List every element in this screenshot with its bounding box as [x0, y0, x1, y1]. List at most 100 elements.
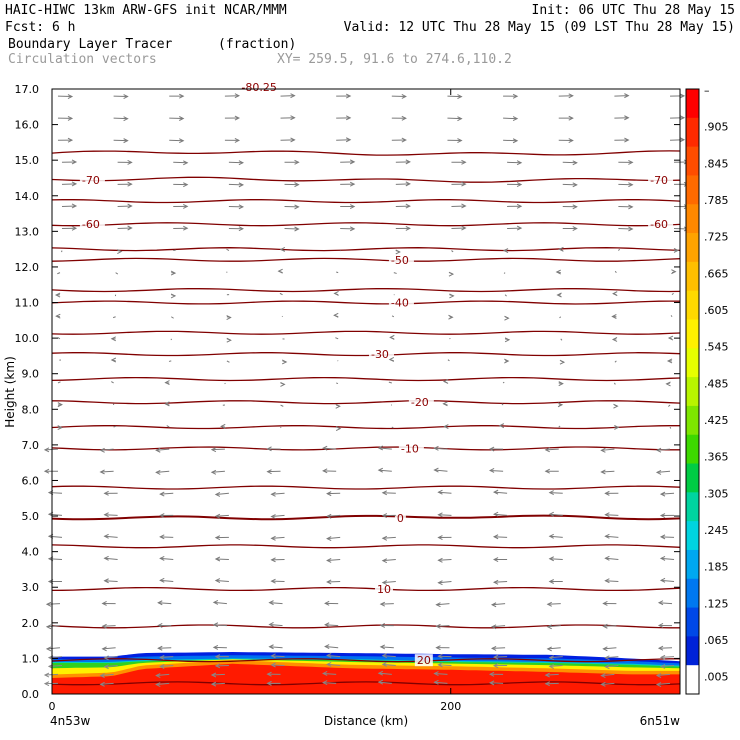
circulation-vector-head — [435, 623, 441, 629]
circulation-vector — [104, 580, 118, 583]
circulation-vector-head — [210, 672, 217, 678]
x-start-location: 4n53w — [50, 714, 91, 728]
circulation-vector-head — [127, 225, 133, 231]
colorbar-label: .425 — [704, 414, 729, 427]
circulation-vector-head — [461, 225, 467, 231]
circulation-vector-head — [381, 513, 388, 519]
circulation-vector-head — [214, 513, 221, 519]
circulation-vector-head — [290, 137, 296, 143]
circulation-vector-head — [604, 555, 610, 561]
circulation-vector-head — [212, 599, 219, 605]
circulation-vector-head — [170, 270, 177, 276]
y-tick-label: 14.0 — [15, 190, 40, 203]
circulation-vector — [558, 425, 561, 428]
circulation-vector-head — [492, 663, 499, 669]
circulation-vector-head — [555, 269, 561, 275]
y-tick-label: 0.0 — [22, 688, 40, 701]
circulation-vector-head — [401, 115, 407, 121]
circulation-vector — [280, 404, 284, 407]
circulation-vector-head — [600, 681, 606, 687]
colorbar-swatch — [686, 578, 699, 609]
contour-label-bg — [79, 173, 105, 186]
circulation-vector — [434, 469, 448, 472]
colorbar-swatch — [686, 290, 699, 320]
circulation-vector-head — [437, 557, 443, 563]
colorbar-label: .305 — [704, 487, 729, 500]
circulation-vector-head — [559, 359, 566, 365]
circulation-vector — [115, 272, 119, 275]
circulation-vector-head — [405, 203, 411, 209]
circulation-vector-head — [572, 182, 578, 188]
circulation-vector-head — [659, 534, 666, 540]
circulation-vector-head — [57, 402, 63, 408]
circulation-vector — [503, 139, 518, 142]
colorbar-label: .065 — [704, 634, 729, 647]
circulation-vector-head — [628, 159, 634, 165]
circulation-vector-head — [516, 203, 523, 209]
circulation-vector-head — [490, 645, 497, 651]
circulation-vector-head — [326, 558, 332, 563]
circulation-vector-head — [377, 467, 384, 473]
circulation-vector — [434, 681, 448, 684]
circulation-vector — [158, 602, 172, 605]
circulation-vector-head — [546, 601, 552, 607]
circulation-vector — [605, 656, 619, 659]
circulation-vector-head — [516, 160, 523, 166]
circulation-vector-head — [548, 655, 554, 661]
circulation-vector — [618, 248, 621, 251]
circulation-vector — [271, 514, 285, 518]
temperature-contour-0 — [51, 514, 681, 521]
circulation-vector-head — [379, 601, 386, 607]
circulation-vector — [100, 673, 114, 677]
circulation-vector-head — [324, 644, 330, 649]
circulation-vector — [613, 382, 616, 385]
y-axis-title: Height (km) — [3, 356, 17, 427]
temperature-contour-m10 — [51, 446, 680, 451]
circulation-vector-head — [544, 447, 550, 453]
circulation-vector-head — [43, 468, 50, 474]
circulation-vector-head — [604, 664, 610, 670]
circulation-vector — [494, 536, 508, 538]
circulation-vector-head — [294, 226, 300, 232]
circulation-vector-head — [381, 535, 388, 541]
circulation-vector-head — [326, 491, 332, 497]
circulation-vector-head — [270, 653, 276, 659]
contour-label: -50 — [391, 254, 409, 267]
circulation-vector — [111, 381, 114, 384]
circulation-vector-head — [548, 511, 554, 517]
circulation-vector — [436, 625, 450, 627]
circulation-vector-head — [679, 115, 686, 121]
temperature-contour — [51, 150, 681, 156]
circulation-vector-head — [127, 181, 133, 187]
circulation-vector-head — [600, 469, 606, 475]
circulation-vector-head — [103, 664, 109, 670]
circulation-vector — [388, 381, 392, 384]
circulation-vector-head — [99, 681, 105, 687]
circulation-vector — [614, 270, 617, 273]
circulation-vector — [545, 673, 559, 676]
y-tick-label: 12.0 — [15, 261, 40, 274]
circulation-vector — [438, 514, 452, 516]
circulation-vector-head — [572, 204, 578, 210]
circulation-vector — [605, 580, 619, 583]
circulation-vector — [57, 381, 61, 384]
circulation-vector — [46, 625, 61, 628]
circulation-vector — [605, 535, 619, 538]
circulation-vector-head — [437, 580, 443, 586]
temperature-contour-layer: -70 -70 -60 -60 -50 -40 -30 -20 -10 0 10 20 -80.25 — [51, 81, 681, 686]
circulation-vector-head — [379, 623, 386, 628]
circulation-vector — [378, 469, 392, 472]
circulation-vector-head — [655, 673, 662, 678]
circulation-vector-head — [43, 447, 50, 453]
circulation-vector-head — [488, 671, 495, 677]
temperature-contour — [51, 288, 681, 293]
circulation-vector — [492, 647, 506, 649]
circulation-vector-head — [435, 645, 441, 651]
circulation-vector-head — [159, 513, 165, 518]
y-tick-label: 4.0 — [22, 546, 40, 559]
circulation-vector — [434, 447, 448, 450]
circulation-vector — [605, 665, 619, 668]
circulation-vector — [269, 623, 283, 627]
circulation-vector — [211, 470, 225, 473]
